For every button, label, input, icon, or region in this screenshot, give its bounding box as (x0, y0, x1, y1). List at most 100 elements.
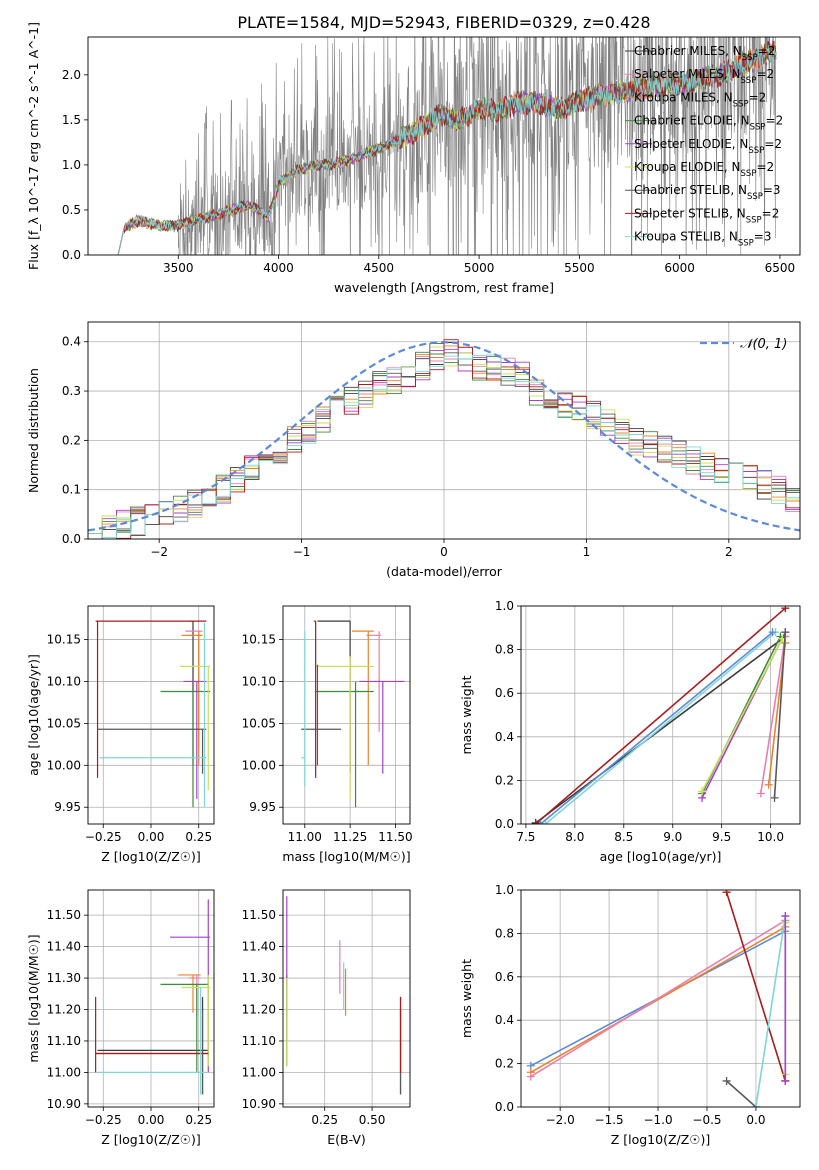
y-tick-label: 10.90 (47, 1097, 81, 1111)
series-line (530, 926, 786, 1073)
data-point (97, 728, 207, 774)
series-line (726, 1080, 757, 1107)
series-marker (722, 1076, 731, 1085)
y-tick-label: 1.0 (495, 883, 514, 897)
y-tick-label: 11.30 (47, 971, 81, 985)
series-marker (781, 1076, 790, 1085)
x-tick-label: 0.25 (185, 830, 212, 844)
x-tick-label: 0.0 (746, 1113, 765, 1127)
legend-entry: Salpeter MILES, NSSP=2 (634, 67, 774, 86)
series (698, 634, 787, 796)
data-point (181, 974, 211, 1067)
x-tick-label: 4500 (364, 261, 395, 275)
x-tick-label: −2 (150, 545, 168, 559)
y-tick-label: 10.05 (47, 716, 81, 730)
y-tick-label: 11.40 (47, 940, 81, 954)
legend: Chabrier MILES, NSSP=2 Salpeter MILES, NS… (625, 44, 783, 249)
y-tick-label: 0.8 (495, 643, 514, 657)
series-line (725, 891, 787, 1082)
axes-frame (282, 605, 411, 825)
y-tick-label: 10.10 (242, 674, 276, 688)
legend-entry: Kroupa ELODIE, NSSP=2 (634, 160, 774, 179)
data-point (95, 620, 207, 778)
histogram-step (88, 354, 800, 539)
y-tick-label: 11.50 (242, 908, 276, 922)
panel-spectrum: 3500 4000 4500 5000 5500 6000 6500 0.0 0.5 1.0 1.5… (26, 22, 801, 295)
data-point (95, 1009, 209, 1095)
data-point (351, 630, 374, 766)
x-tick-label: −1 (293, 545, 311, 559)
y-tick-label: 1.0 (62, 158, 81, 172)
y-axis-label: mass weight (459, 675, 474, 754)
y-tick-label: 0.4 (495, 730, 514, 744)
panel-ebv-mass: 0.25 0.50 10.90 11.00 11.10 11.20 11.30 11.40 11… (242, 889, 411, 1147)
x-tick-label: 0.50 (359, 1113, 386, 1127)
data-point (315, 681, 374, 808)
series (531, 632, 790, 824)
x-tick-label: 3500 (163, 261, 194, 275)
data-point (160, 983, 209, 1073)
x-tick-label: 8.0 (565, 830, 584, 844)
x-axis-label: age [log10(age/yr)] (600, 849, 722, 864)
y-tick-label: 11.30 (242, 971, 276, 985)
x-tick-label: 0.25 (311, 1113, 338, 1127)
series-marker (536, 820, 545, 824)
legend-entry: Kroupa MILES, NSSP=2 (634, 90, 766, 109)
y-tick-label: 0.0 (62, 248, 81, 262)
axes-frame (87, 321, 801, 540)
data-point (177, 974, 201, 1013)
x-tick-label: 9.0 (663, 830, 682, 844)
x-tick-label: 5500 (564, 261, 595, 275)
y-tick-label: 0.5 (62, 203, 81, 217)
y-tick-label: 0.1 (62, 483, 81, 497)
figure-title: PLATE=1584, MJD=52943, FIBERID=0329, z=0… (237, 13, 650, 32)
panel-z-age: −0.25 0.00 0.25 9.95 10.00 10.05 10.10 10.15 Z [… (26, 605, 215, 864)
series-line (773, 632, 787, 798)
x-axis-label: Z [log10(Z/Z☉)] (611, 1132, 711, 1147)
data-spectrum-line (178, 37, 776, 255)
data-point (97, 987, 207, 1095)
y-tick-label: 10.15 (47, 633, 81, 647)
x-tick-label: 11.25 (333, 830, 367, 844)
axes-frame (520, 889, 801, 1108)
x-tick-label: −1.5 (595, 1113, 624, 1127)
legend-entry: Salpeter ELODIE, NSSP=2 (634, 137, 782, 156)
y-tick-label: 2.0 (62, 68, 81, 82)
series-marker (541, 820, 550, 824)
x-axis-label: Z [log10(Z/Z☉)] (101, 1132, 201, 1147)
legend-entry: Chabrier MILES, NSSP=2 (634, 44, 775, 63)
y-tick-label: 11.10 (242, 1034, 276, 1048)
axes-frame (87, 889, 215, 1108)
legend-entry: Salpeter STELIB, NSSP=2 (634, 206, 779, 225)
data-point (160, 690, 211, 808)
y-tick-label: 10.05 (242, 716, 276, 730)
plot-area (526, 890, 790, 1107)
plot-area (95, 899, 211, 1095)
series-marker (781, 912, 790, 921)
data-point (313, 620, 317, 778)
y-tick-label: 11.00 (47, 1065, 81, 1079)
plot-area (95, 620, 211, 808)
series-line (760, 636, 787, 794)
panels: 3500 4000 4500 5000 5500 6000 6500 0.0 0.5 1.0 1.5… (26, 22, 801, 1147)
x-tick-label: 11.00 (288, 830, 322, 844)
y-axis-label: age [log10(age/yr)] (26, 654, 41, 776)
y-axis-label: Flux [f_λ 10^-17 erg cm^-2 s^-1 A^-1] (26, 22, 41, 270)
legend-entry: Chabrier ELODIE, NSSP=2 (634, 114, 783, 133)
series-marker (768, 628, 777, 637)
axes-frame (282, 889, 411, 1108)
legend: 𝒩(0, 1) (700, 337, 787, 352)
series-marker (698, 787, 707, 796)
data-point (185, 630, 203, 749)
series-line (540, 631, 774, 824)
x-axis-label: E(B-V) (327, 1132, 366, 1147)
legend-entry: 𝒩(0, 1) (740, 337, 787, 352)
x-tick-label: 10.0 (757, 830, 784, 844)
x-tick-label: 11.50 (378, 830, 412, 844)
series-line (535, 607, 786, 824)
data-point (97, 996, 209, 1095)
data-point (170, 899, 211, 1073)
data-point (99, 622, 207, 808)
y-tick-label: 10.00 (242, 758, 276, 772)
